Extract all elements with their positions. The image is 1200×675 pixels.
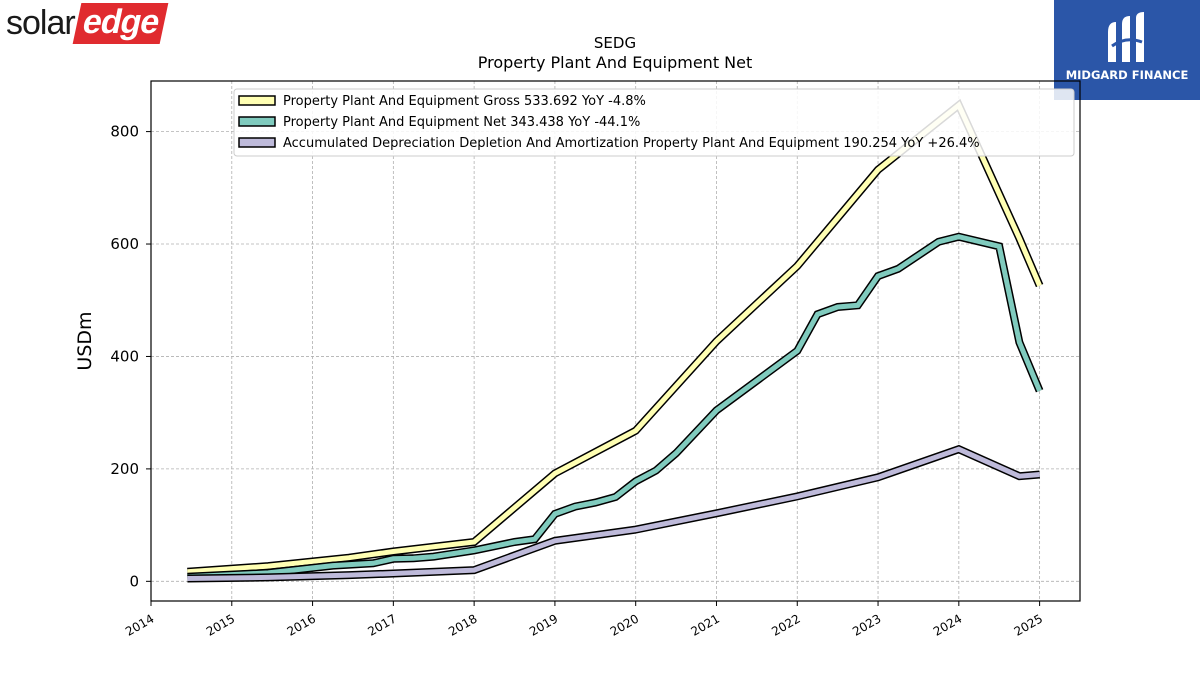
chart-subtitle: Property Plant And Equipment Net [478,53,753,72]
x-tick-label: 2016 [285,611,318,638]
x-tick-label: 2023 [850,611,883,638]
x-tick-label: 2019 [527,611,560,638]
axes: 2014 2015 2016 2017 2018 2019 2020 2021 2022 2023… [110,123,1045,639]
x-tick-label: 2015 [204,611,237,638]
series-line-outline [187,232,1044,581]
y-axis-label: USDm [74,311,96,370]
legend-swatch [238,137,276,148]
legend-label: Property Plant And Equipment Net 343.438… [283,115,640,130]
solaredge-logo: solar edge [6,2,169,44]
x-tick-label: 2017 [365,611,398,638]
y-tick-label: 600 [110,235,139,253]
plot-frame [150,80,1081,602]
midgard-finance-logo: MIDGARD FINANCE [1054,0,1200,100]
grid [150,81,1080,601]
legend-swatch [238,116,276,127]
x-tick-label: 2020 [608,611,641,638]
series-line-outline [187,98,1044,576]
y-tick-label: 0 [129,572,139,590]
x-tick-label: 2024 [931,611,964,638]
y-tick-label: 800 [110,123,139,141]
x-tick-label: 2022 [769,611,802,638]
y-tick-label: 200 [110,460,139,478]
series-line [187,446,1040,581]
legend-label: Property Plant And Equipment Gross 533.6… [283,94,646,109]
midgard-emblem-icon [1108,12,1144,62]
midgard-finance-text: MIDGARD FINANCE [1065,68,1189,82]
legend-label: Accumulated Depreciation Depletion And A… [283,136,980,151]
solaredge-logo-solar: solar [6,3,76,42]
legend: Property Plant And Equipment Gross 533.6… [233,88,1075,157]
series-layer [187,98,1044,583]
x-tick-label: 2014 [123,611,156,638]
legend-swatch [238,95,276,106]
legend-box [233,88,1075,157]
series-line [187,234,1042,580]
chart-title: SEDG [594,34,636,52]
y-tick-label: 400 [110,347,139,365]
series-line [187,101,1042,575]
x-tick-label: 2018 [446,611,479,638]
x-tick-label: 2025 [1012,611,1045,638]
x-tick-label: 2021 [689,611,722,638]
